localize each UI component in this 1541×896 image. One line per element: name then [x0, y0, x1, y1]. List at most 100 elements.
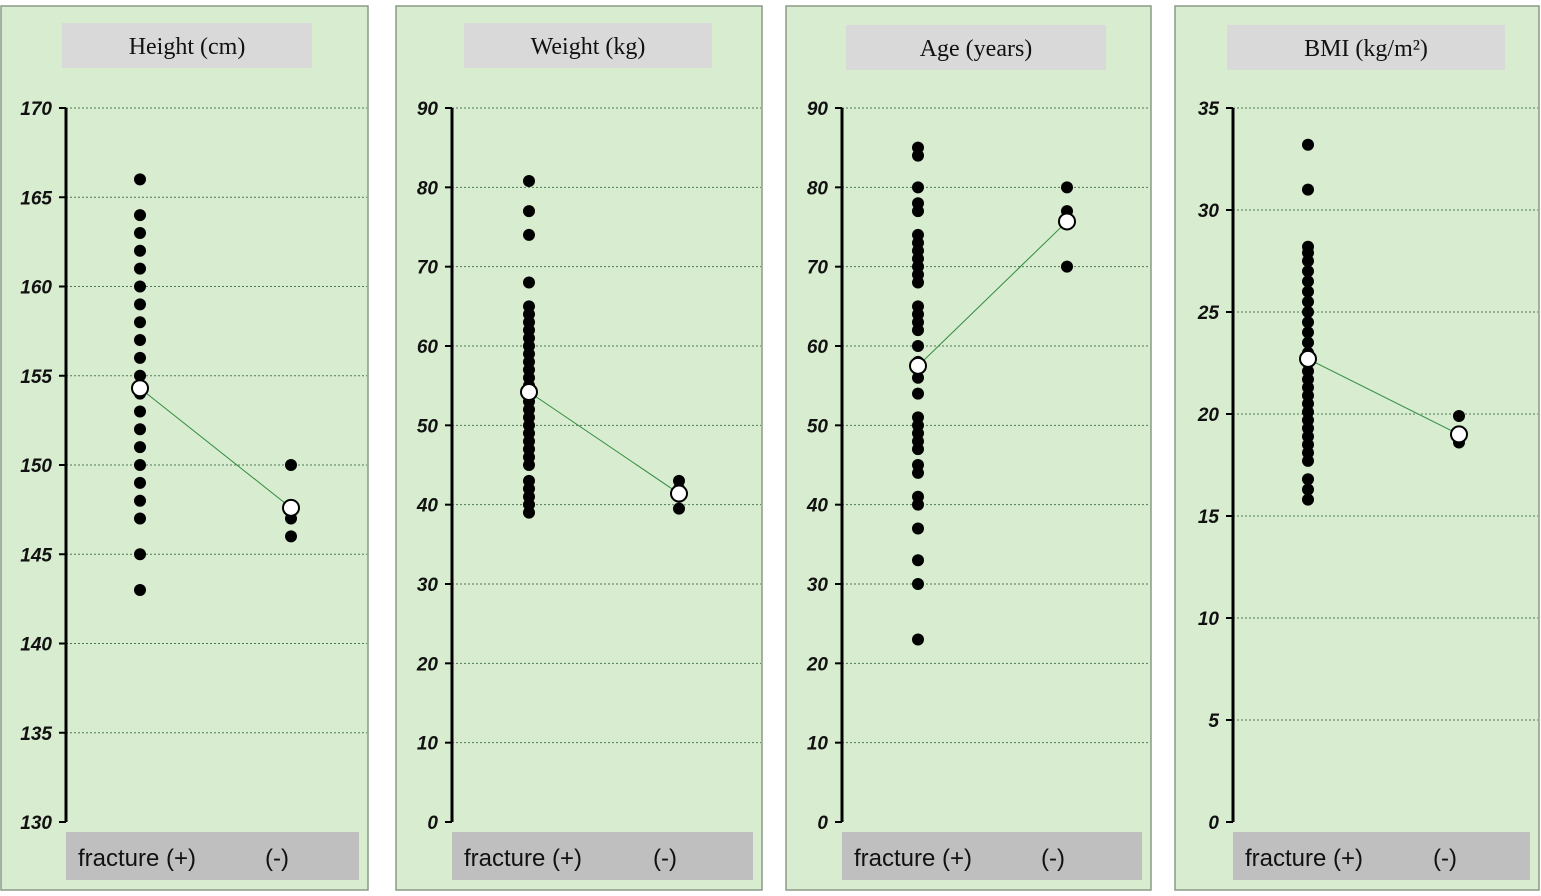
- y-tick-label: 90: [417, 99, 439, 120]
- panel-background: [0, 5, 369, 891]
- data-point: [134, 369, 146, 382]
- data-point: [912, 522, 924, 535]
- title-box: [464, 23, 712, 68]
- category-label: fracture (+): [1245, 845, 1363, 872]
- data-point: [912, 633, 924, 646]
- category-label: (-): [265, 845, 289, 872]
- data-point: [1302, 183, 1314, 196]
- y-tick-label: 60: [417, 337, 439, 358]
- y-tick-label: 10: [807, 734, 829, 755]
- y-tick-label: 155: [20, 367, 52, 388]
- data-point: [1453, 410, 1465, 423]
- category-label: fracture (+): [464, 845, 582, 872]
- y-tick-label: 0: [817, 813, 828, 834]
- data-point: [673, 474, 685, 487]
- data-point: [912, 411, 924, 424]
- y-tick-label: 30: [417, 575, 439, 596]
- title-box: [62, 23, 312, 68]
- data-point: [134, 226, 146, 239]
- data-point: [912, 300, 924, 313]
- mean-marker: [131, 379, 149, 398]
- mean-line: [139, 387, 292, 509]
- data-point: [134, 441, 146, 454]
- mean-marker: [1450, 425, 1468, 444]
- panel-background: [1174, 5, 1540, 891]
- y-tick-label: 80: [417, 178, 439, 199]
- data-point: [1302, 336, 1314, 349]
- data-point: [134, 334, 146, 347]
- data-point: [912, 141, 924, 154]
- data-point: [134, 405, 146, 418]
- chart-panel-4: BMI (kg/m²) 0 5 10 15 20 25 30 35 fracture (+) (-): [1174, 5, 1540, 891]
- y-tick-label: 10: [1198, 609, 1220, 630]
- data-point: [523, 300, 535, 313]
- category-box: [842, 832, 1142, 880]
- data-point: [134, 459, 146, 471]
- y-tick-label: 40: [416, 496, 439, 517]
- chart-title: Height (cm): [129, 34, 246, 60]
- y-tick-label: 20: [806, 654, 829, 675]
- data-point: [912, 371, 924, 384]
- data-point: [134, 280, 146, 293]
- data-point: [912, 387, 924, 400]
- chart-title: BMI (kg/m²): [1304, 36, 1428, 62]
- data-point: [134, 583, 146, 596]
- data-point: [285, 459, 297, 471]
- data-point: [1302, 473, 1314, 486]
- mean-marker: [520, 383, 538, 402]
- y-tick-label: 20: [1197, 405, 1220, 426]
- mean-marker: [670, 484, 688, 503]
- mean-marker: [1299, 349, 1317, 368]
- mean-marker: [909, 356, 927, 375]
- category-label: fracture (+): [78, 845, 196, 872]
- category-label: (-): [1433, 845, 1457, 872]
- y-tick-label: 0: [1208, 813, 1219, 834]
- y-tick-label: 30: [807, 575, 829, 596]
- y-tick-label: 50: [807, 416, 829, 437]
- data-point: [134, 423, 146, 436]
- chart-panel-3: Age (years) 0 10 20 30 40 50 60 70 80 90 fracture (…: [785, 5, 1152, 891]
- data-point: [134, 298, 146, 311]
- category-box: [1233, 832, 1530, 880]
- y-tick-label: 70: [417, 258, 439, 279]
- category-label: (-): [653, 845, 677, 872]
- y-tick-label: 170: [20, 99, 52, 120]
- data-point: [1302, 285, 1314, 298]
- data-point: [1302, 240, 1314, 253]
- y-tick-label: 5: [1208, 711, 1219, 732]
- y-tick-label: 130: [20, 813, 52, 834]
- y-tick-label: 80: [807, 178, 829, 199]
- y-tick-label: 165: [20, 188, 52, 209]
- chart-title: Weight (kg): [531, 34, 646, 60]
- y-tick-label: 40: [806, 496, 829, 517]
- data-point: [1302, 493, 1314, 506]
- mean-line: [1307, 358, 1460, 435]
- data-point: [134, 512, 146, 525]
- data-point: [1061, 260, 1073, 273]
- data-point: [523, 276, 535, 289]
- data-point: [134, 351, 146, 364]
- y-tick-label: 50: [417, 416, 439, 437]
- data-point: [134, 316, 146, 329]
- y-tick-label: 70: [807, 258, 829, 279]
- chart-panel-2: Weight (kg) 0 10 20 30 40 50 60 70 80 90 fracture (…: [395, 5, 763, 891]
- y-tick-label: 35: [1198, 99, 1220, 120]
- data-point: [912, 578, 924, 590]
- data-point: [1302, 295, 1314, 308]
- data-point: [523, 174, 535, 187]
- mean-marker: [282, 498, 300, 517]
- y-tick-label: 145: [20, 545, 52, 566]
- mean-marker: [1058, 212, 1076, 231]
- y-tick-label: 135: [20, 724, 52, 745]
- data-point: [912, 340, 924, 352]
- data-point: [912, 490, 924, 503]
- data-point: [912, 197, 924, 210]
- data-point: [134, 548, 146, 561]
- data-point: [1302, 265, 1314, 278]
- y-tick-label: 90: [807, 99, 829, 120]
- category-label: (-): [1041, 845, 1065, 872]
- data-point: [134, 244, 146, 257]
- data-point: [1061, 181, 1073, 194]
- category-label: fracture (+): [854, 845, 972, 872]
- data-point: [285, 530, 297, 543]
